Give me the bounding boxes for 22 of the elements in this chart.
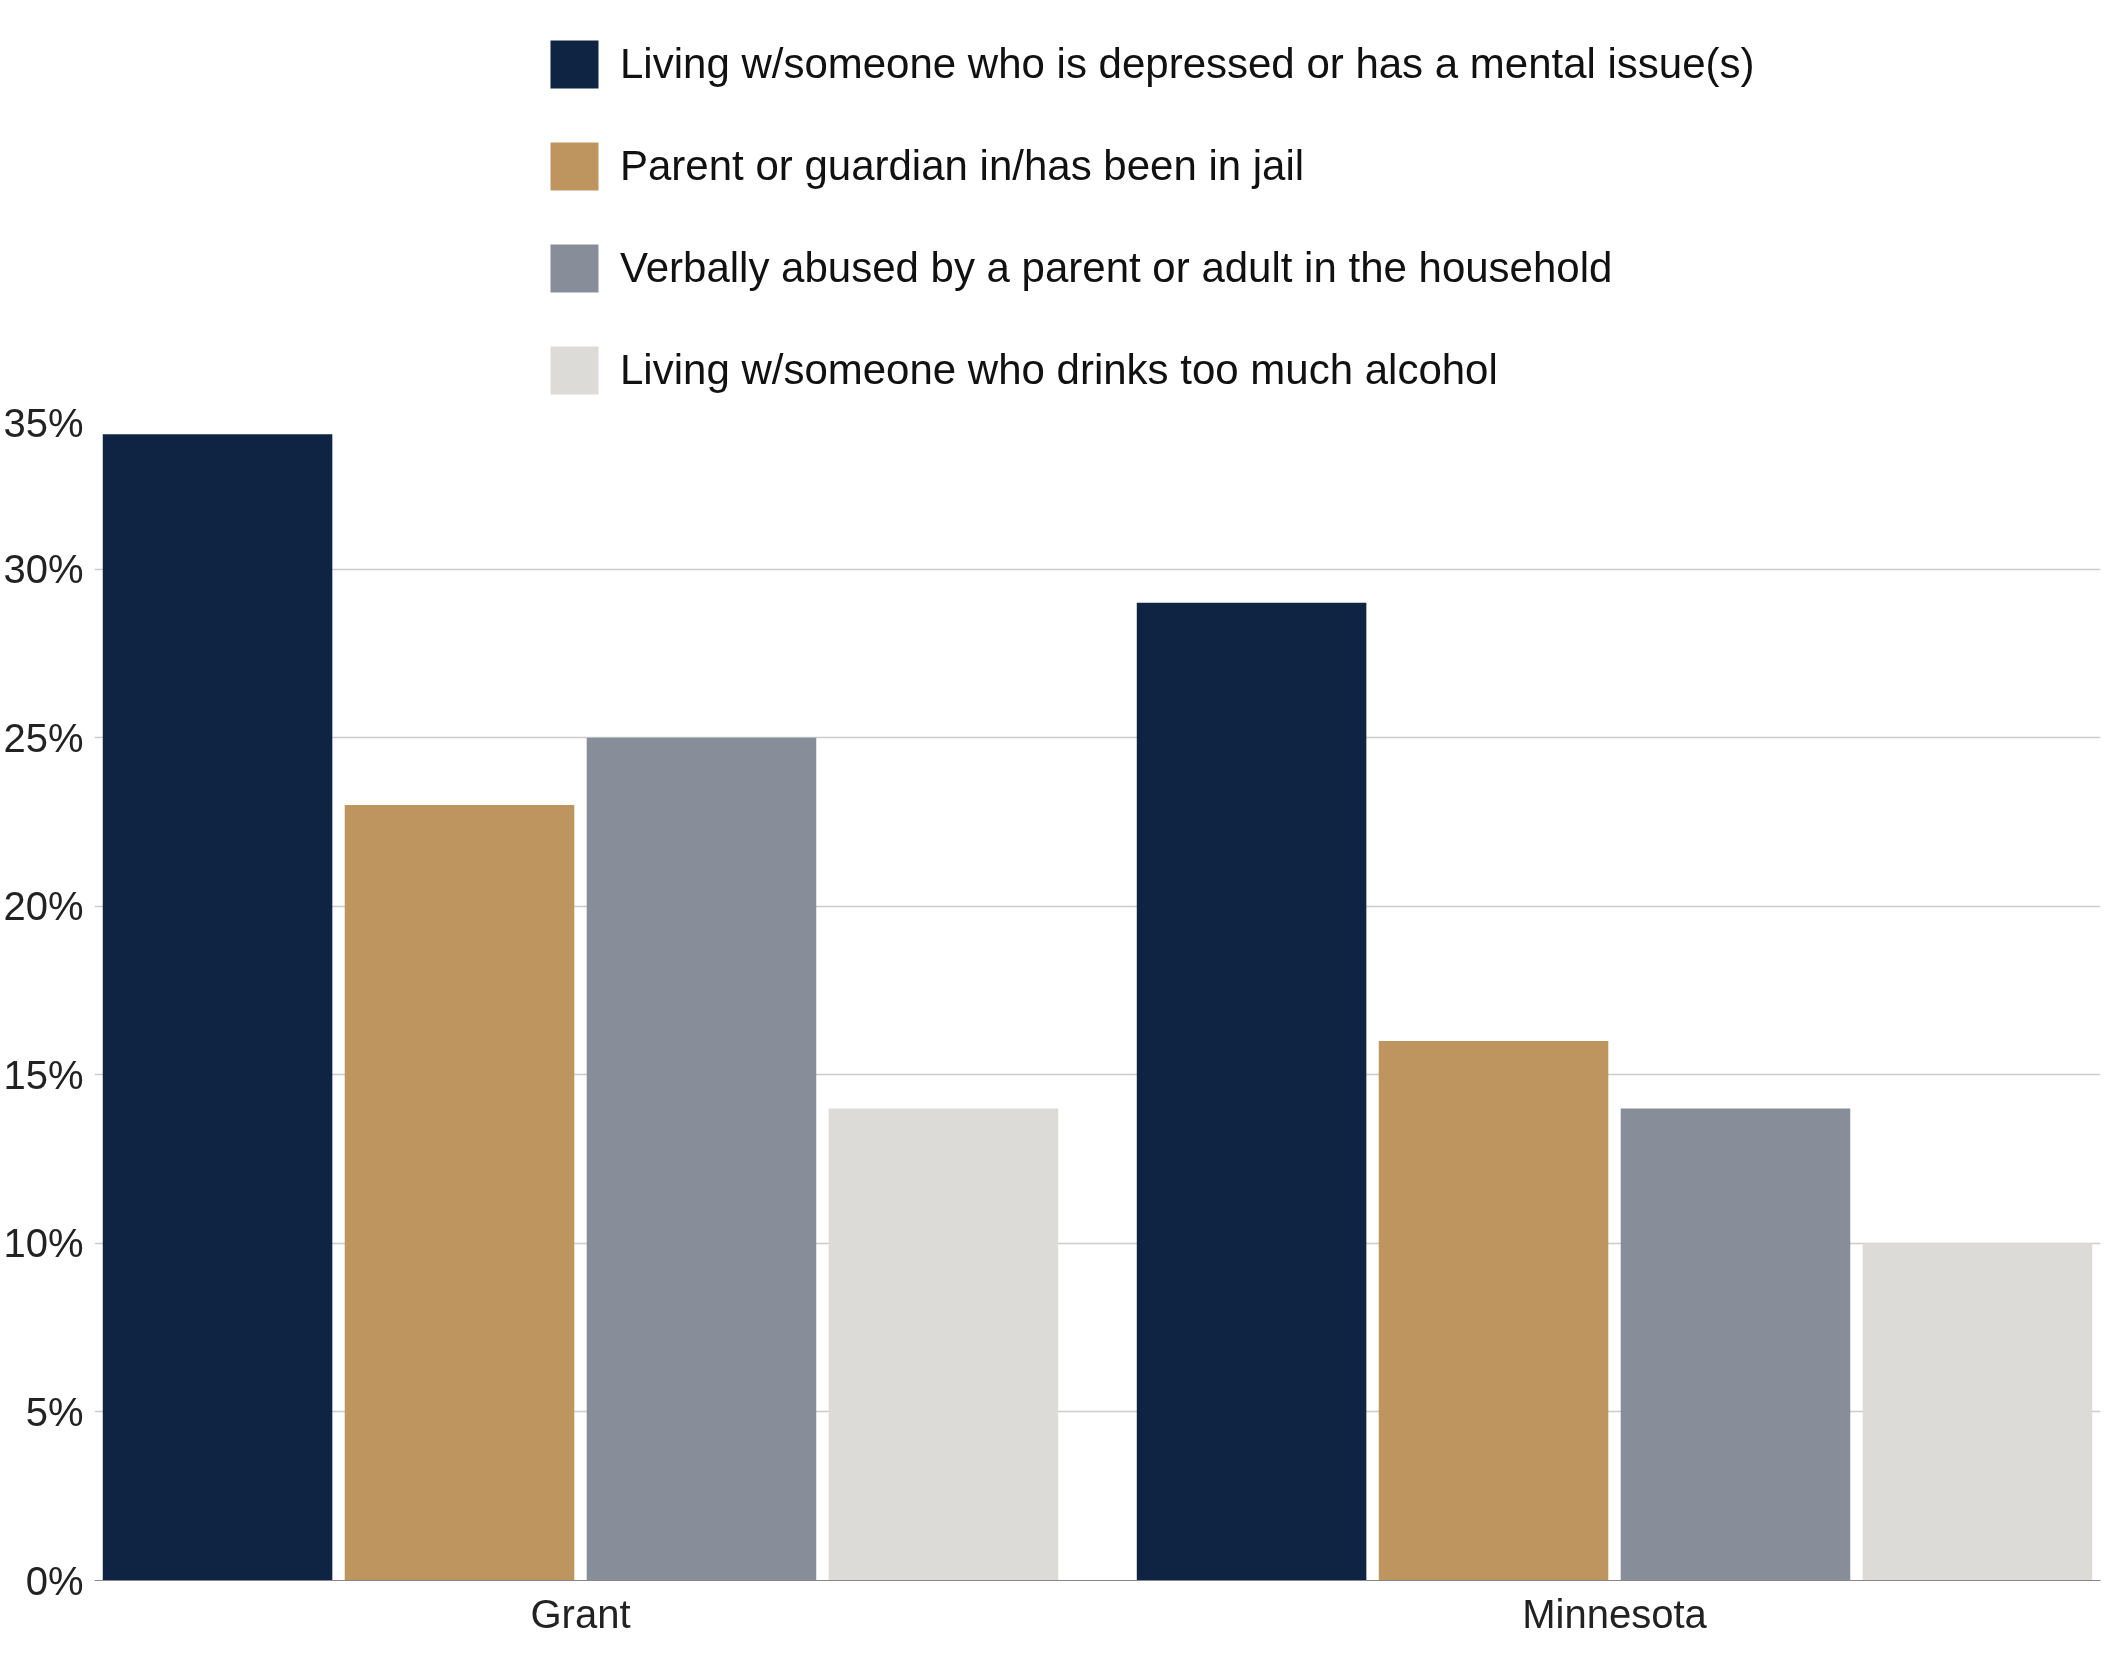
y-tick-label: 15% [3, 1052, 84, 1097]
x-tick-label: Grant [530, 1591, 631, 1636]
y-tick-label: 20% [3, 884, 84, 929]
bar [102, 434, 333, 1581]
y-tick-label: 5% [25, 1389, 84, 1434]
y-tick-label: 10% [3, 1221, 84, 1266]
y-tick-label: 25% [3, 715, 84, 760]
y-tick-label: 0% [25, 1558, 84, 1603]
bar [1620, 1108, 1851, 1581]
legend-label: Living w/someone who drinks too much alcohol [620, 346, 1498, 394]
legend-label: Parent or guardian in/has been in jail [620, 142, 1305, 190]
legend-label: Verbally abused by a parent or adult in the household [620, 244, 1613, 292]
y-tick-label: 30% [3, 547, 84, 592]
x-tick-label: Minnesota [1522, 1591, 1708, 1636]
legend-label: Living w/someone who is depressed or has a mental issue(s) [620, 40, 1755, 88]
y-tick-label: 35% [3, 400, 84, 445]
bar [586, 737, 817, 1581]
bar [1136, 602, 1367, 1581]
bar [344, 805, 575, 1581]
bar [1862, 1243, 2093, 1581]
bar [1378, 1041, 1609, 1581]
bar [828, 1108, 1059, 1581]
